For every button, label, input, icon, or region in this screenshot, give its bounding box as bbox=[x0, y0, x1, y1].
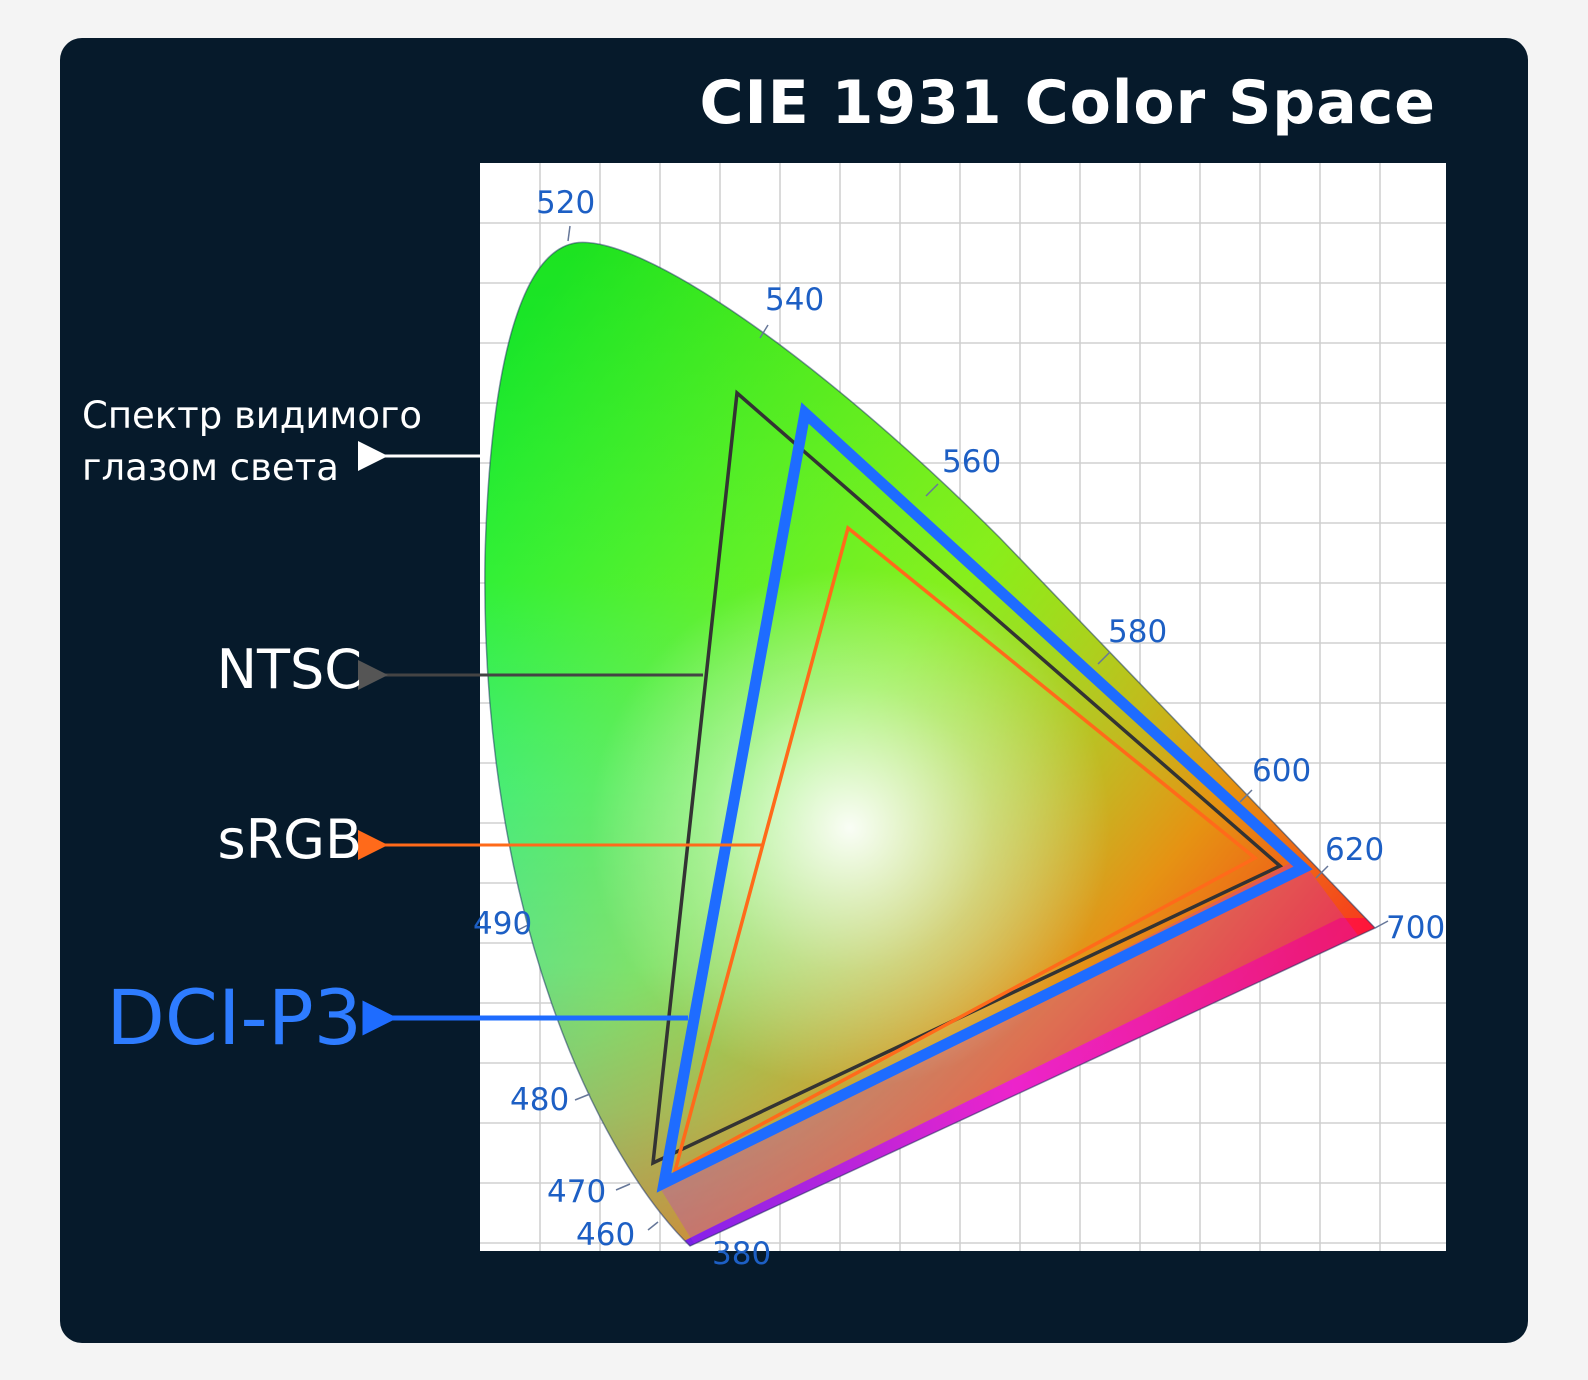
wavelength-label-620: 620 bbox=[1325, 832, 1384, 868]
wavelength-label-460: 460 bbox=[576, 1217, 635, 1253]
wavelength-label-520: 520 bbox=[536, 185, 595, 221]
locus-outline bbox=[484, 241, 1377, 1247]
wavelength-label-540: 540 bbox=[765, 282, 824, 318]
wavelength-label-380: 380 bbox=[712, 1236, 771, 1272]
wavelength-label-470: 470 bbox=[547, 1174, 606, 1210]
srgb-label: sRGB bbox=[217, 808, 362, 871]
ntsc-label: NTSC bbox=[216, 638, 362, 701]
wavelength-label-480: 480 bbox=[510, 1082, 569, 1118]
visible-spectrum-label-line2: глазом света bbox=[82, 446, 339, 489]
diagram-title: CIE 1931 Color Space bbox=[699, 68, 1436, 138]
diagram-card: 520 540 560 580 600 620 700 490 480 470 … bbox=[60, 38, 1528, 1343]
wavelength-label-700: 700 bbox=[1386, 910, 1445, 946]
visible-spectrum-label-line1: Спектр видимого bbox=[82, 394, 423, 437]
wavelength-ticks bbox=[517, 225, 1389, 1231]
wavelength-label-580: 580 bbox=[1108, 614, 1167, 650]
visible-spectrum-label: Спектр видимого глазом света bbox=[82, 390, 422, 494]
wavelength-label-600: 600 bbox=[1252, 753, 1311, 789]
dci-p3-triangle bbox=[656, 402, 1313, 1193]
wavelength-label-560: 560 bbox=[942, 444, 1001, 480]
dci-p3-label: DCI-P3 bbox=[106, 973, 362, 1062]
cie-diagram: 520 540 560 580 600 620 700 490 480 470 … bbox=[358, 163, 1446, 1272]
wavelength-label-490: 490 bbox=[473, 906, 532, 942]
srgb-triangle bbox=[672, 524, 1259, 1175]
